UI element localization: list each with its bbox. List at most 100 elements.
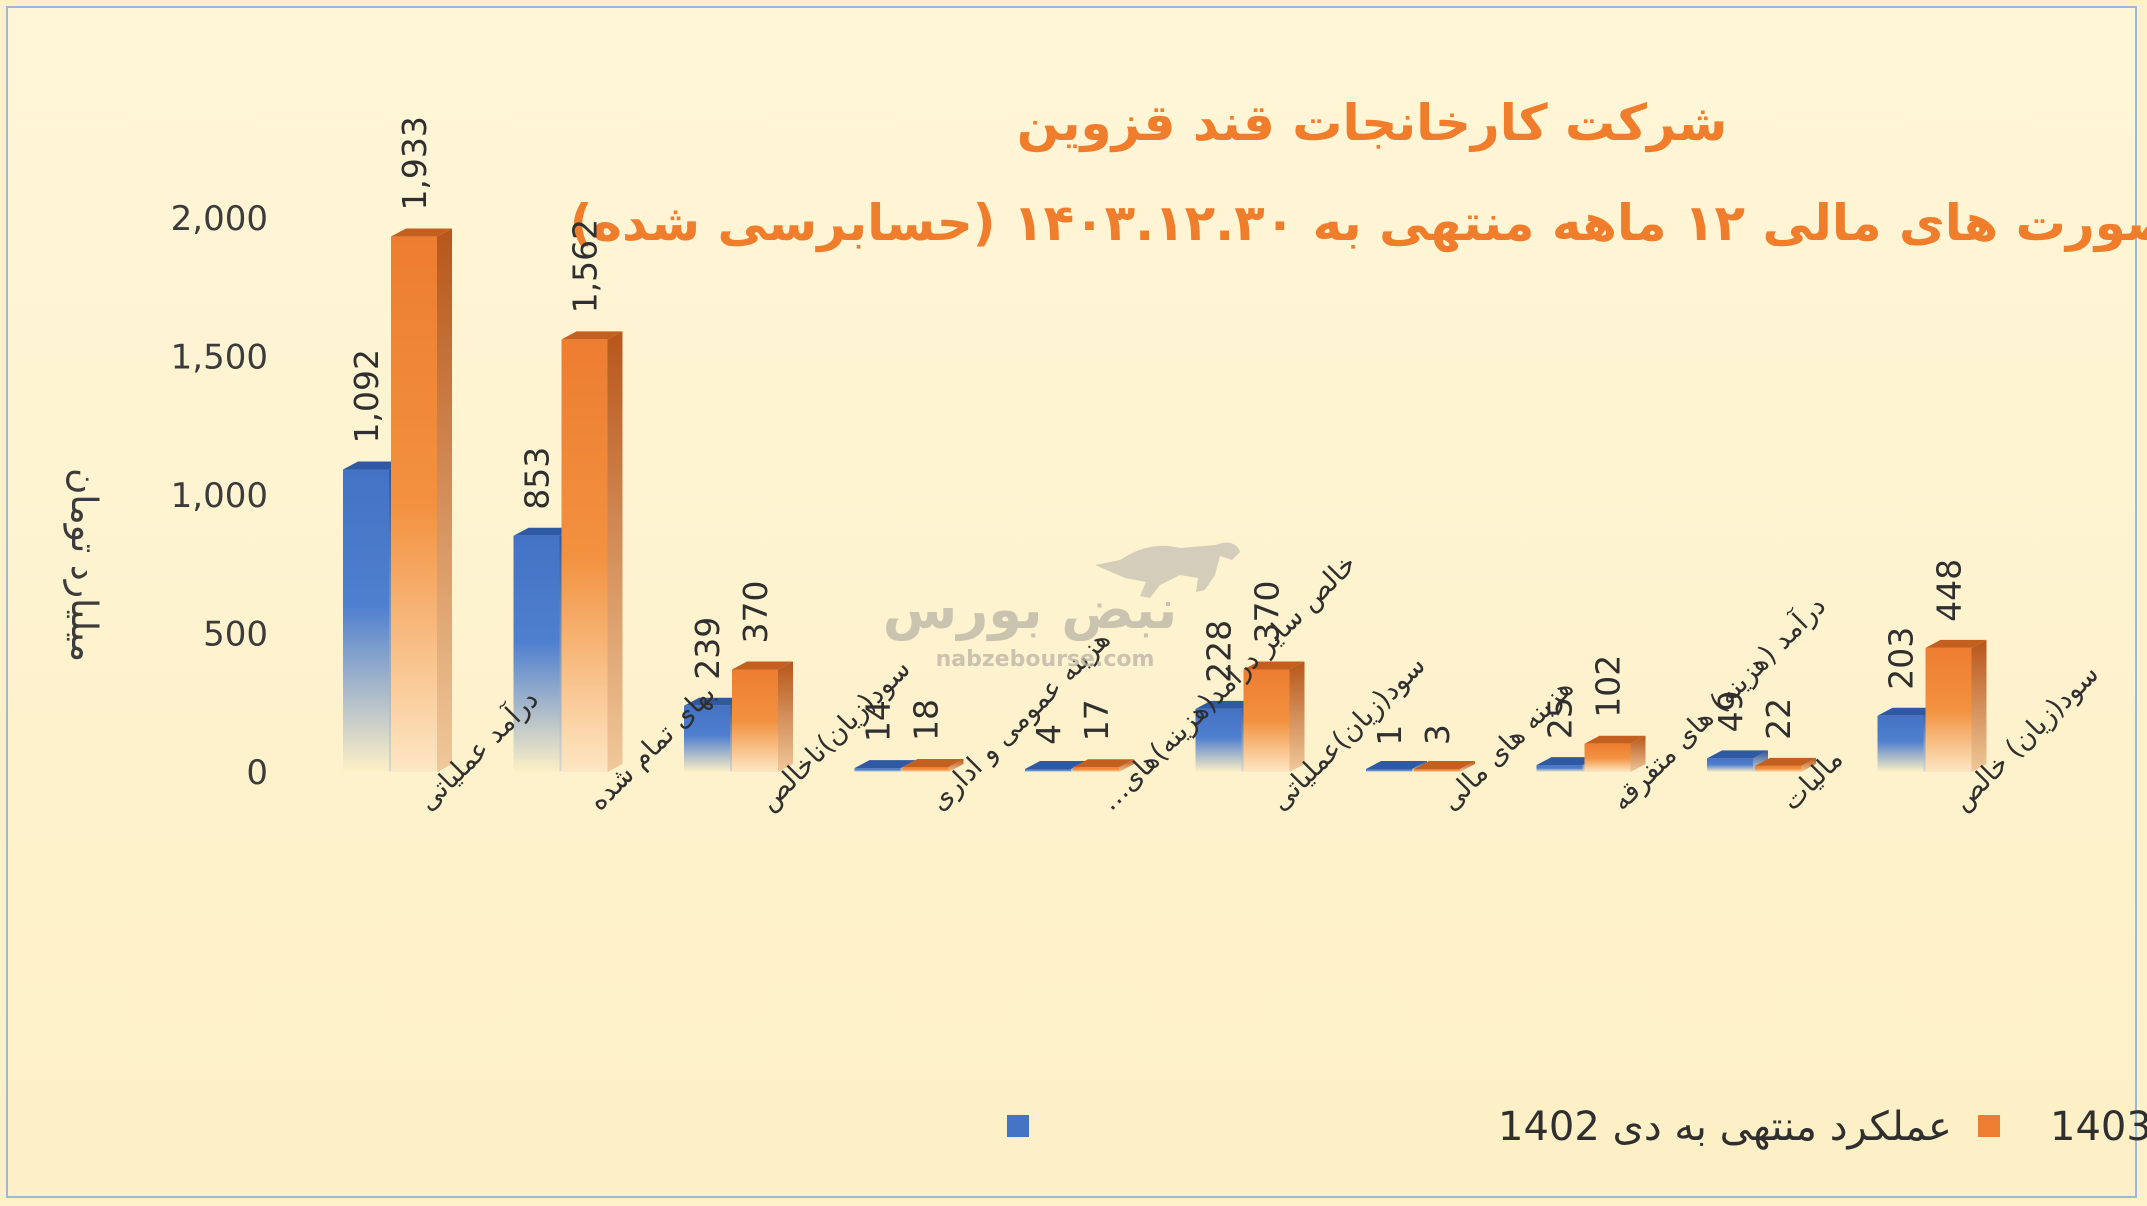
bar-1403-top — [1414, 761, 1475, 769]
bar-1403-front — [561, 339, 608, 772]
bar-1403-front — [732, 669, 778, 772]
bar-1403-top — [1755, 757, 1816, 766]
value-label: 370 — [1248, 581, 1287, 644]
watermark-brand: نبض بورس — [883, 578, 1178, 642]
bar-1403-top — [902, 759, 964, 768]
bar-1403 — [1243, 661, 1305, 772]
bar-1403-side — [1119, 759, 1134, 772]
chart-title: شرکت کارخانجات قند قزوین — [1017, 94, 1728, 153]
bar-1403-side — [1801, 757, 1816, 772]
value-label: 853 — [518, 447, 557, 510]
chart-subtitle: صورت های مالی ۱۲ ماهه منتهی به ۱۴۰۳.۱۲.۳… — [570, 194, 2147, 253]
bar-1402-front — [1195, 708, 1242, 772]
y-tick-label: 1,500 — [171, 338, 268, 378]
bar-1403 — [902, 759, 964, 772]
bar-1403-top — [1243, 661, 1305, 670]
value-label: 22 — [1759, 698, 1798, 740]
bar-1402-front — [1707, 758, 1753, 772]
category-label: مالیات — [1776, 744, 1849, 817]
bar-1402-top — [1025, 761, 1086, 769]
legend-swatch-1402 — [1007, 1115, 1029, 1137]
value-label: 25 — [1541, 697, 1580, 739]
bars — [343, 228, 1987, 772]
bar-1403-side — [437, 228, 452, 772]
value-label: 102 — [1589, 655, 1628, 718]
bar-1402-front — [854, 768, 901, 772]
bar-1403 — [1755, 757, 1816, 772]
legend-swatch-1403 — [1978, 1115, 2000, 1137]
y-axis-ticks: 0 500 1,000 1,500 2,000 — [171, 199, 268, 793]
value-label: 49 — [1711, 690, 1750, 732]
bar-1403-top — [561, 331, 623, 340]
bar-1402-top — [343, 461, 404, 470]
bar-1402-front — [513, 535, 560, 772]
y-axis-label: میلیارد تومان — [63, 468, 104, 662]
bar-1402-top — [1877, 707, 1939, 716]
bar-1402-top — [513, 527, 575, 536]
bar-1403-front — [1584, 743, 1631, 772]
value-label: 1 — [1370, 725, 1409, 746]
bar-1403-front — [902, 767, 949, 772]
bar-1403 — [1073, 759, 1134, 772]
bar-1403 — [1584, 735, 1646, 772]
y-tick-label: 0 — [246, 753, 268, 793]
legend: عملکرد منتهی به دی 1403 عملکرد منتهی به … — [1007, 1104, 2147, 1150]
y-tick-label: 2,000 — [171, 199, 268, 239]
bar-1403 — [1414, 761, 1475, 772]
bar-1403-front — [1925, 647, 1972, 772]
bar-1402-front — [1366, 769, 1412, 772]
bar-1402-top — [1536, 757, 1598, 766]
value-label: 14 — [859, 700, 898, 742]
bar-1403-top — [1073, 759, 1134, 768]
value-label: 18 — [907, 699, 946, 741]
value-label: 203 — [1882, 627, 1921, 690]
bar-1403-side — [607, 331, 623, 772]
bar-1402-top — [1366, 761, 1427, 769]
bar-1403 — [1925, 639, 1987, 772]
bar-1403-side — [1630, 735, 1646, 772]
bar-1402-front — [1877, 715, 1924, 772]
value-label: 1,562 — [566, 219, 605, 313]
bar-1403-front — [1243, 669, 1290, 772]
value-label: 4 — [1029, 724, 1068, 745]
value-label: 239 — [688, 617, 727, 680]
bar-1403-front — [391, 236, 437, 772]
bar-1402-front — [343, 469, 389, 772]
bull-icon — [1095, 542, 1240, 598]
bar-1403-top — [732, 661, 793, 670]
watermark: نبض بورس nabzebourse.com — [883, 542, 1240, 672]
value-label: 228 — [1200, 620, 1239, 683]
bar-1403-front — [1414, 769, 1460, 772]
bar-1403-side — [1289, 661, 1305, 772]
value-label: 448 — [1930, 559, 1969, 622]
bar-1403-top — [1925, 639, 1987, 648]
bar-1403-side — [948, 759, 964, 772]
bar-1403-side — [1971, 639, 1987, 772]
bar-1403-side — [778, 661, 793, 772]
value-label: 370 — [736, 581, 775, 644]
value-label: 17 — [1077, 699, 1116, 741]
bar-1403-front — [1073, 767, 1119, 772]
value-label: 1,933 — [395, 116, 434, 210]
y-tick-label: 500 — [203, 615, 268, 655]
legend-label-1403: عملکرد منتهی به دی 1403 — [2050, 1104, 2147, 1150]
value-label: 3 — [1418, 724, 1457, 745]
bar-1402-top — [1195, 700, 1257, 709]
bar-1402-front — [1536, 765, 1583, 772]
bar-1403 — [561, 331, 623, 772]
bar-1402-top — [684, 697, 745, 706]
legend-label-1402: عملکرد منتهی به دی 1402 — [1498, 1104, 1952, 1150]
bar-1403-front — [1755, 765, 1801, 772]
bar-1403-side — [1460, 761, 1475, 772]
bar-1402-front — [1025, 769, 1071, 772]
value-label: 1,092 — [347, 349, 386, 443]
bar-1402-top — [854, 760, 916, 769]
bar-1402-top — [1707, 750, 1768, 759]
bar-1402-front — [684, 705, 730, 772]
bar-1403 — [732, 661, 793, 772]
bar-1403 — [391, 228, 452, 772]
y-tick-label: 1,000 — [171, 476, 268, 516]
watermark-url: nabzebourse.com — [936, 647, 1155, 672]
